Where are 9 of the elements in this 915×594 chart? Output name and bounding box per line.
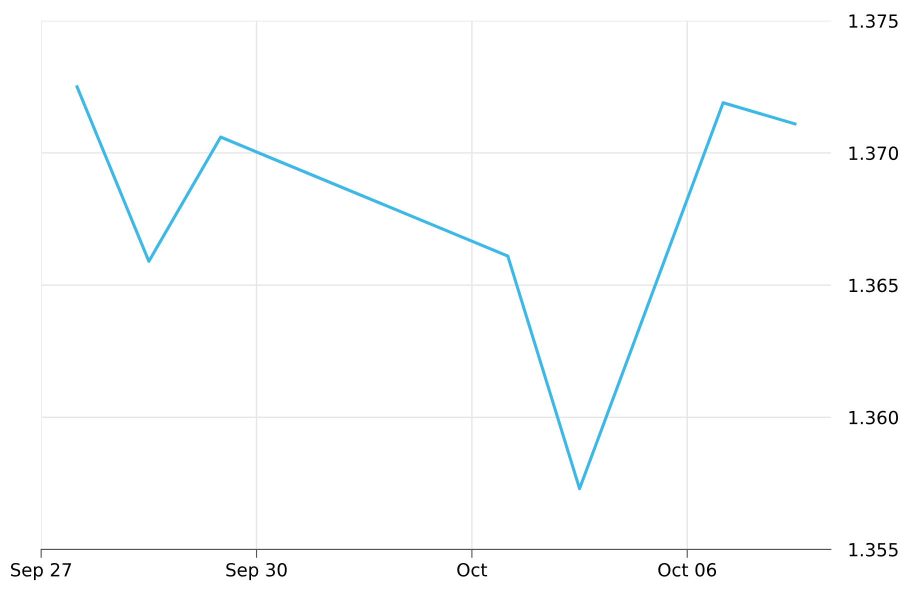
y-tick-label: 1.365	[849, 278, 898, 292]
x-tick-label: Sep 27	[10, 562, 72, 580]
y-tick-label: 1.360	[849, 410, 898, 424]
x-tick-label: Oct	[457, 562, 488, 577]
x-tick-label: Sep 30	[226, 562, 287, 580]
y-tick-label: 1.355	[849, 542, 898, 557]
y-tick-label: 1.370	[849, 146, 898, 160]
y-tick-label: 1.375	[849, 14, 898, 28]
x-tick-label: Oct 06	[658, 562, 716, 577]
